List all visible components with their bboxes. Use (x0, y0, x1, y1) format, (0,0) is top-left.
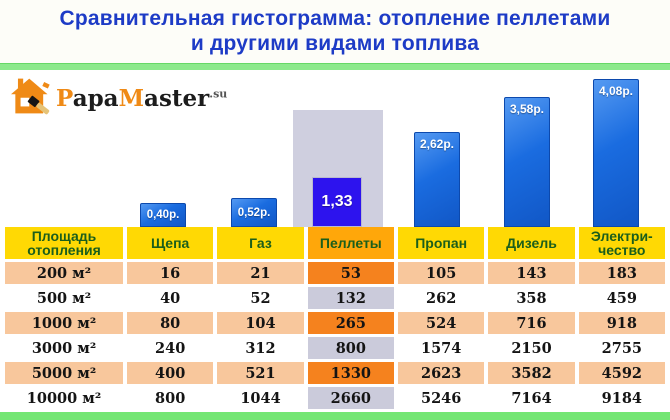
table-cell: 16 (127, 262, 214, 284)
row-area-label: 3000 м² (5, 337, 123, 359)
table-cell: 183 (578, 262, 665, 284)
table-cell: 3582 (488, 362, 575, 384)
table-cell: 312 (217, 337, 304, 359)
table-cell: 2755 (578, 337, 665, 359)
table-cell: 7164 (488, 387, 575, 409)
table-cell-pellet: 53 (307, 262, 394, 284)
table-cell: 2623 (398, 362, 485, 384)
table-cell: 918 (578, 312, 665, 334)
col-header-pellety: Пеллеты (307, 227, 394, 259)
bar-propan: 2,62р. (414, 132, 460, 227)
table-cell-pellet: 132 (307, 287, 394, 309)
bar-dizel: 3,58р. (504, 97, 550, 227)
chart-title-line2: и другими видами топлива (190, 31, 480, 55)
bar-gaz-value: 0,52р. (237, 206, 271, 219)
table-cell: 262 (398, 287, 485, 309)
bar-chart: PapaMaster.su 0,40р. 0,52р. 1,33 2,62р. … (0, 70, 670, 227)
table-cell: 459 (578, 287, 665, 309)
bar-dizel-value: 3,58р. (509, 102, 545, 116)
table-cell: 240 (127, 337, 214, 359)
table-cell-pellet: 1330 (307, 362, 394, 384)
chart-title: Сравнительная гистограмма: отопление пел… (0, 0, 670, 63)
bar-pellety-value: 1,33 (321, 193, 353, 210)
row-area-label: 1000 м² (5, 312, 123, 334)
table-cell: 1044 (217, 387, 304, 409)
bar-elektrichestvo: 4,08р. (593, 79, 639, 227)
bar-propan-value: 2,62р. (419, 137, 455, 151)
chart-title-line1: Сравнительная гистограмма: отопление пел… (59, 6, 611, 30)
logo-text: PapaMaster.su (56, 85, 228, 112)
col-header-elektrichestvo: Электри- чество (578, 227, 665, 259)
table-cell: 2150 (488, 337, 575, 359)
papamaster-logo: PapaMaster.su (10, 76, 227, 121)
table-cell: 21 (217, 262, 304, 284)
col-header-propan: Пропан (398, 227, 485, 259)
table-cell: 800 (127, 387, 214, 409)
col-header-schepa: Щепа (127, 227, 214, 259)
table-cell-pellet: 800 (307, 337, 394, 359)
col-header-gaz: Газ (217, 227, 304, 259)
table-cell: 52 (217, 287, 304, 309)
table-cell: 80 (127, 312, 214, 334)
row-area-label: 500 м² (5, 287, 123, 309)
row-area-label: 10000 м² (5, 387, 123, 409)
bottom-accent-strip (0, 412, 670, 420)
bar-schepa-value: 0,40р. (146, 209, 180, 221)
bar-schepa: 0,40р. (140, 203, 186, 227)
table-cell: 358 (488, 287, 575, 309)
table-cell: 105 (398, 262, 485, 284)
fuel-cost-table: Площадь отопления Щепа Газ Пеллеты Пропа… (0, 227, 670, 412)
table-cell: 716 (488, 312, 575, 334)
table-cell-pellet: 2660 (307, 387, 394, 409)
row-area-label: 5000 м² (5, 362, 123, 384)
col-header-area: Площадь отопления (5, 227, 123, 259)
table-cell: 5246 (398, 387, 485, 409)
table-cell: 400 (127, 362, 214, 384)
bar-pellety: 1,33 (312, 177, 362, 227)
title-divider (0, 63, 670, 70)
table-cell: 104 (217, 312, 304, 334)
col-header-dizel: Дизель (488, 227, 575, 259)
table-cell: 1574 (398, 337, 485, 359)
row-area-label: 200 м² (5, 262, 123, 284)
table-cell: 9184 (578, 387, 665, 409)
bar-gaz: 0,52р. (231, 198, 277, 227)
house-paintbrush-icon (10, 76, 52, 121)
table-cell: 4592 (578, 362, 665, 384)
table-cell-pellet: 265 (307, 312, 394, 334)
table-cell: 524 (398, 312, 485, 334)
table-cell: 143 (488, 262, 575, 284)
table-cell: 521 (217, 362, 304, 384)
bar-elektrichestvo-value: 4,08р. (598, 84, 634, 98)
table-cell: 40 (127, 287, 214, 309)
